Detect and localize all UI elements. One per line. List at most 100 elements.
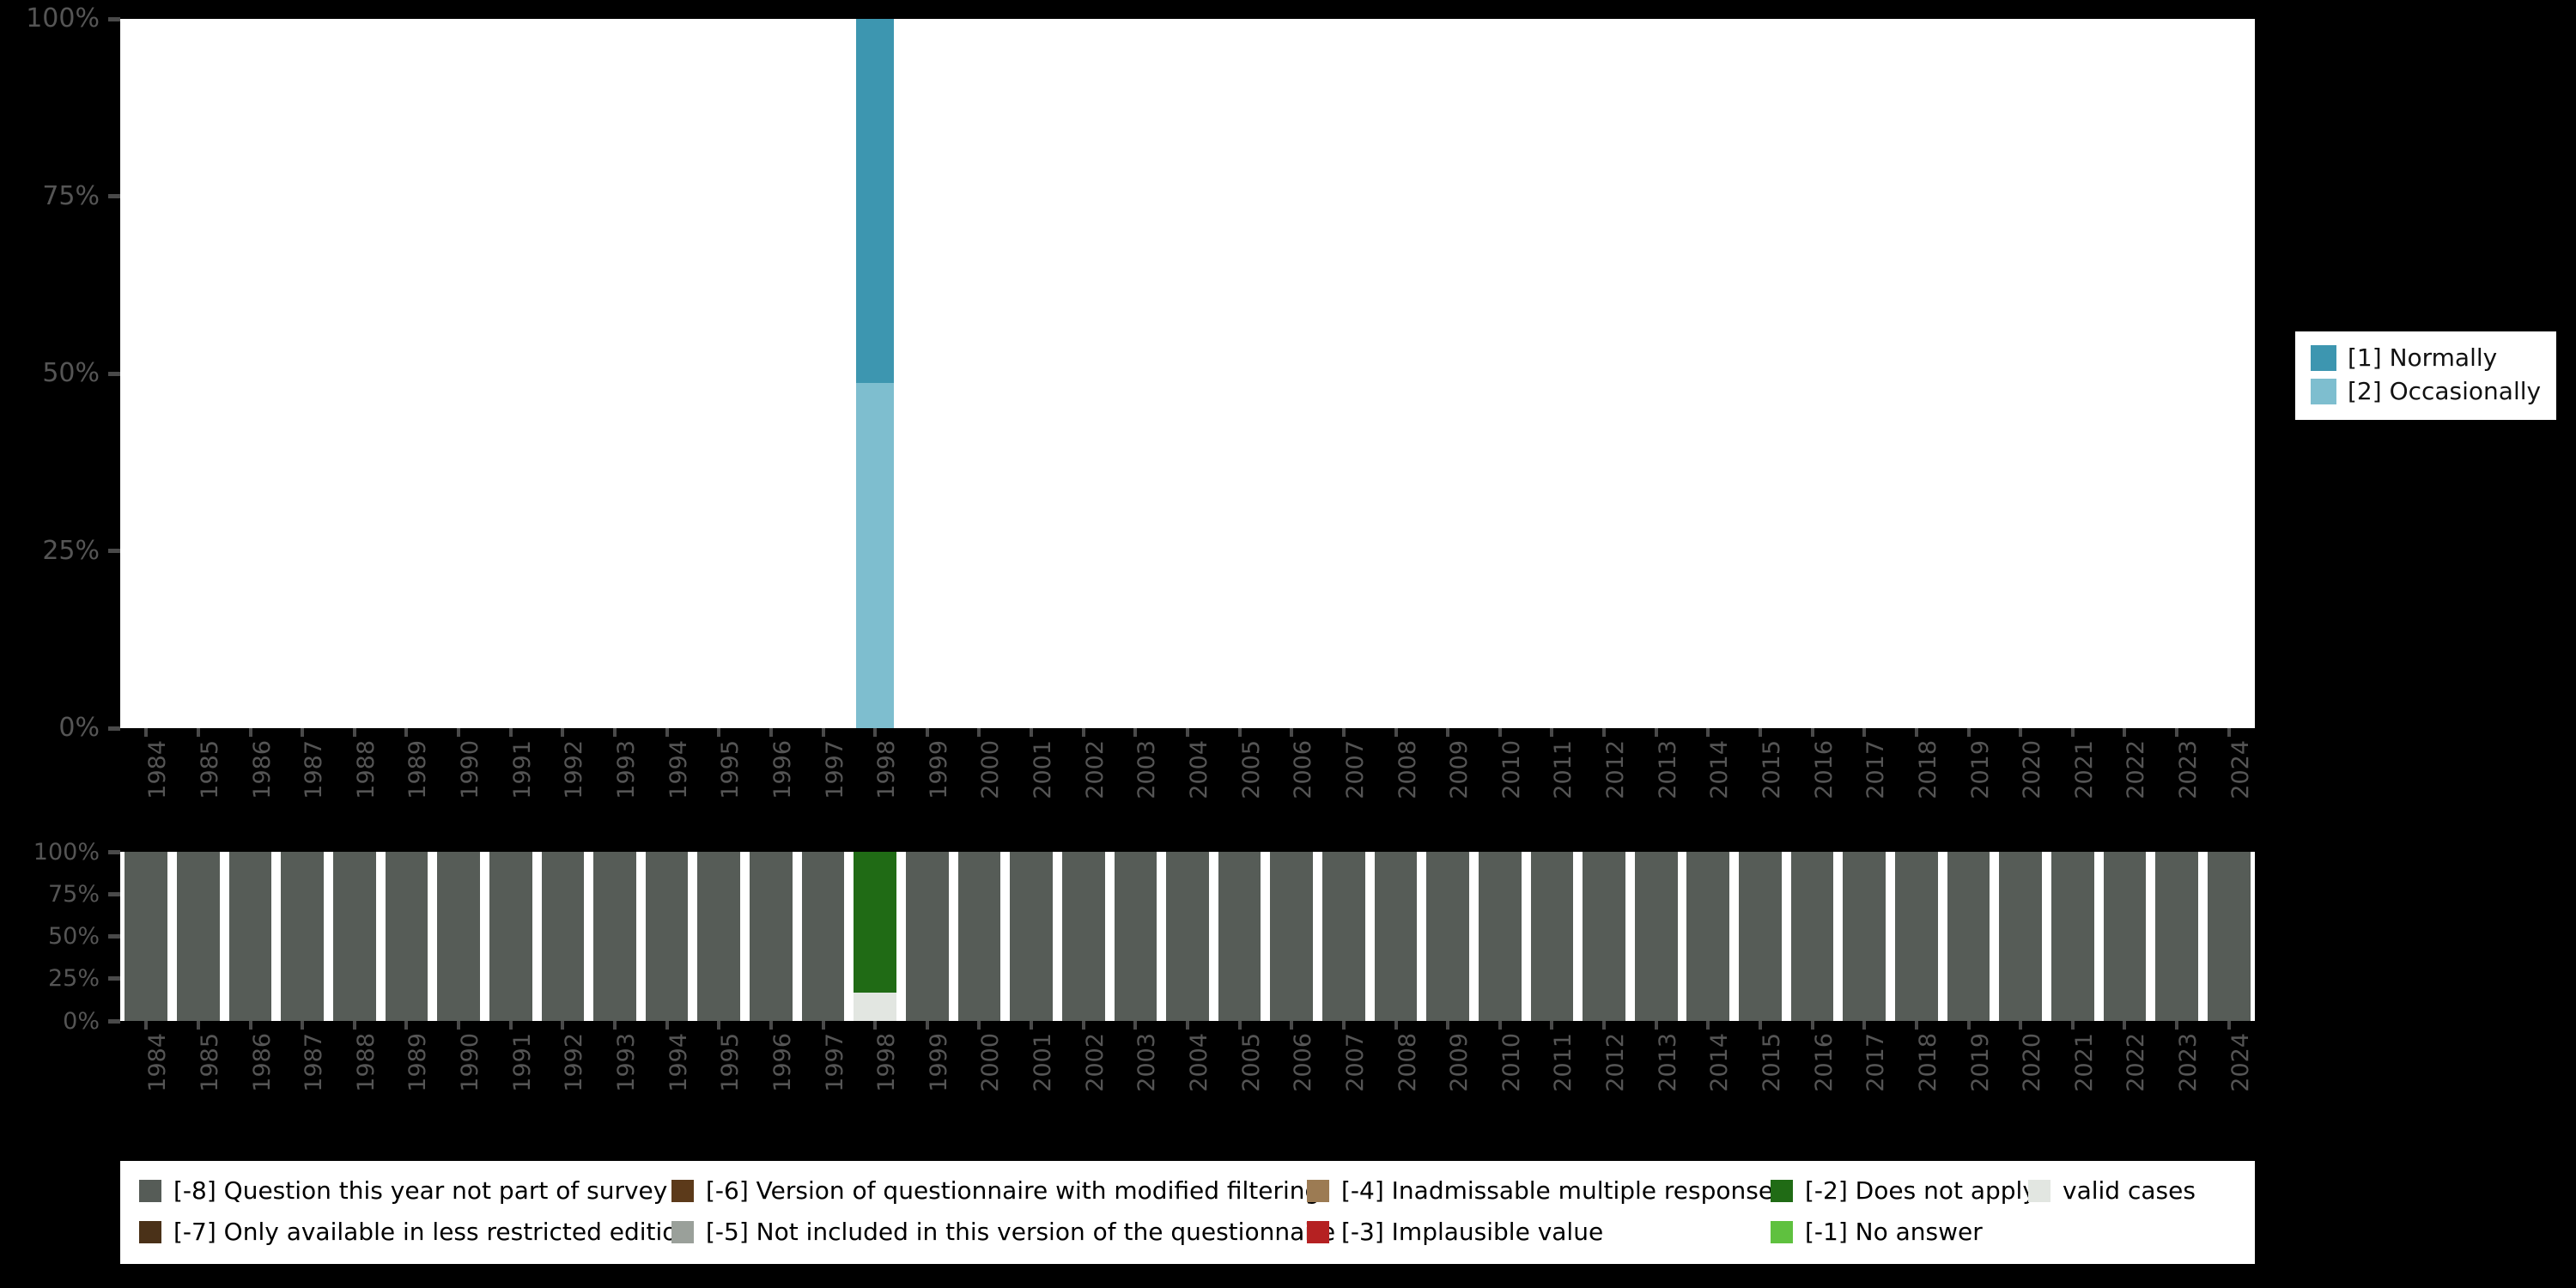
bar-segment[interactable] [281,852,324,1021]
bar-segment[interactable] [854,852,896,993]
bar-segment[interactable] [856,19,894,383]
bar-segment[interactable] [1218,852,1261,1021]
bar-segment[interactable] [1999,852,2042,1021]
bar-column[interactable] [589,852,641,1021]
bar-segment[interactable] [958,852,1001,1021]
bar-column[interactable] [641,852,693,1021]
bar-column[interactable] [1266,19,1318,728]
bar-segment[interactable] [854,993,896,1021]
bar-column[interactable] [1735,852,1787,1021]
bar-segment[interactable] [1115,852,1157,1021]
bar-segment[interactable] [333,852,376,1021]
bar-column[interactable] [2151,852,2203,1021]
legend-item[interactable]: [-1] No answer [1771,1214,2028,1250]
bar-segment[interactable] [856,383,894,728]
bar-column[interactable] [433,852,485,1021]
bar-segment[interactable] [646,852,689,1021]
bar-segment[interactable] [1322,852,1365,1021]
bar-segment[interactable] [697,852,740,1021]
bar-column[interactable] [1838,19,1891,728]
bar-column[interactable] [276,852,329,1021]
bar-segment[interactable] [2208,852,2251,1021]
bar-column[interactable] [1786,852,1838,1021]
bar-column[interactable] [1942,852,1995,1021]
bar-column[interactable] [1682,852,1735,1021]
bar-column[interactable] [173,19,225,728]
bar-column[interactable] [641,19,693,728]
bar-column[interactable] [1473,852,1526,1021]
bar-column[interactable] [953,19,1005,728]
bar-column[interactable] [120,19,173,728]
bar-column[interactable] [224,19,276,728]
bar-column[interactable] [1526,19,1578,728]
bar-column[interactable] [2099,19,2151,728]
bar-column[interactable] [173,852,225,1021]
bar-segment[interactable] [1375,852,1418,1021]
bar-column[interactable] [1838,852,1891,1021]
bar-column[interactable] [1995,19,2047,728]
bar-column[interactable] [745,19,798,728]
bar-column[interactable] [902,852,954,1021]
bar-segment[interactable] [125,852,167,1021]
bar-segment[interactable] [1635,852,1678,1021]
bar-column[interactable] [1735,19,1787,728]
bar-segment[interactable] [437,852,480,1021]
bar-segment[interactable] [1947,852,1990,1021]
bar-column[interactable] [1473,19,1526,728]
bar-column[interactable] [1422,852,1474,1021]
bar-column[interactable] [1630,852,1682,1021]
bar-column[interactable] [1213,19,1266,728]
bar-segment[interactable] [1531,852,1574,1021]
legend-item[interactable]: valid cases [2028,1173,2286,1209]
bar-column[interactable] [329,19,381,728]
bar-column[interactable] [484,19,537,728]
bar-segment[interactable] [1166,852,1209,1021]
bar-column[interactable] [537,852,589,1021]
bar-column[interactable] [1891,19,1943,728]
bar-column[interactable] [1578,19,1631,728]
bar-column[interactable] [1370,19,1422,728]
bar-segment[interactable] [489,852,532,1021]
bar-segment[interactable] [1583,852,1625,1021]
bar-column[interactable] [2046,852,2099,1021]
bar-column[interactable] [537,19,589,728]
legend-item[interactable]: [-3] Implausible value [1307,1214,1771,1250]
bar-column[interactable] [2202,852,2255,1021]
bar-column[interactable] [1370,852,1422,1021]
bar-column[interactable] [380,852,433,1021]
legend-item[interactable]: [1] Normally [2311,343,2541,373]
bar-column[interactable] [693,852,745,1021]
bar-column[interactable] [1526,852,1578,1021]
legend-item[interactable]: [-2] Does not apply [1771,1173,2028,1209]
bar-segment[interactable] [542,852,585,1021]
bar-segment[interactable] [1686,852,1729,1021]
bar-column[interactable] [120,852,173,1021]
legend-item[interactable]: [-7] Only available in less restricted e… [139,1214,671,1250]
legend-item[interactable]: [-6] Version of questionnaire with modif… [671,1173,1307,1209]
bar-column[interactable] [2099,852,2151,1021]
legend-item[interactable]: [2] Occasionally [2311,377,2541,406]
bar-column[interactable] [1109,19,1162,728]
bar-column[interactable] [2151,19,2203,728]
bar-column[interactable] [849,19,902,728]
bar-column[interactable] [1213,852,1266,1021]
bar-column[interactable] [1630,19,1682,728]
bar-segment[interactable] [1791,852,1834,1021]
legend-item[interactable]: [-4] Inadmissable multiple response [1307,1173,1771,1209]
bar-segment[interactable] [593,852,636,1021]
bar-column[interactable] [1578,852,1631,1021]
bar-column[interactable] [276,19,329,728]
bar-column[interactable] [902,19,954,728]
bar-column[interactable] [1162,852,1214,1021]
bar-segment[interactable] [2155,852,2198,1021]
bar-column[interactable] [1422,19,1474,728]
bar-column[interactable] [797,19,849,728]
bar-column[interactable] [1005,19,1058,728]
legend-item[interactable]: [-5] Not included in this version of the… [671,1214,1307,1250]
bar-column[interactable] [1266,852,1318,1021]
bar-column[interactable] [1891,852,1943,1021]
bar-column[interactable] [224,852,276,1021]
bar-column[interactable] [380,19,433,728]
bar-segment[interactable] [2051,852,2094,1021]
bar-segment[interactable] [1895,852,1938,1021]
